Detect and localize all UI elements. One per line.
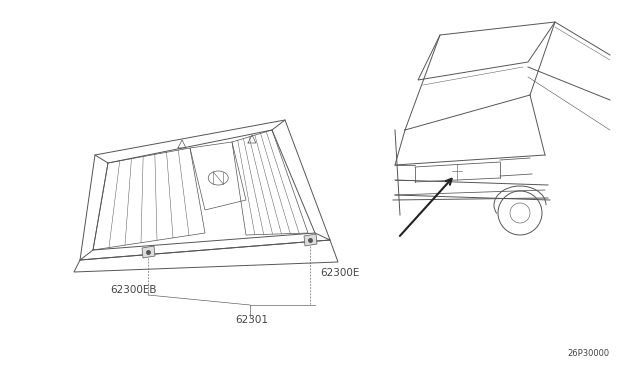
Polygon shape <box>142 246 155 258</box>
Text: 62301: 62301 <box>235 315 268 325</box>
Polygon shape <box>304 234 317 246</box>
Text: 62300E: 62300E <box>320 268 360 278</box>
Text: 62300EB: 62300EB <box>110 285 157 295</box>
Text: 26P30000: 26P30000 <box>568 349 610 358</box>
